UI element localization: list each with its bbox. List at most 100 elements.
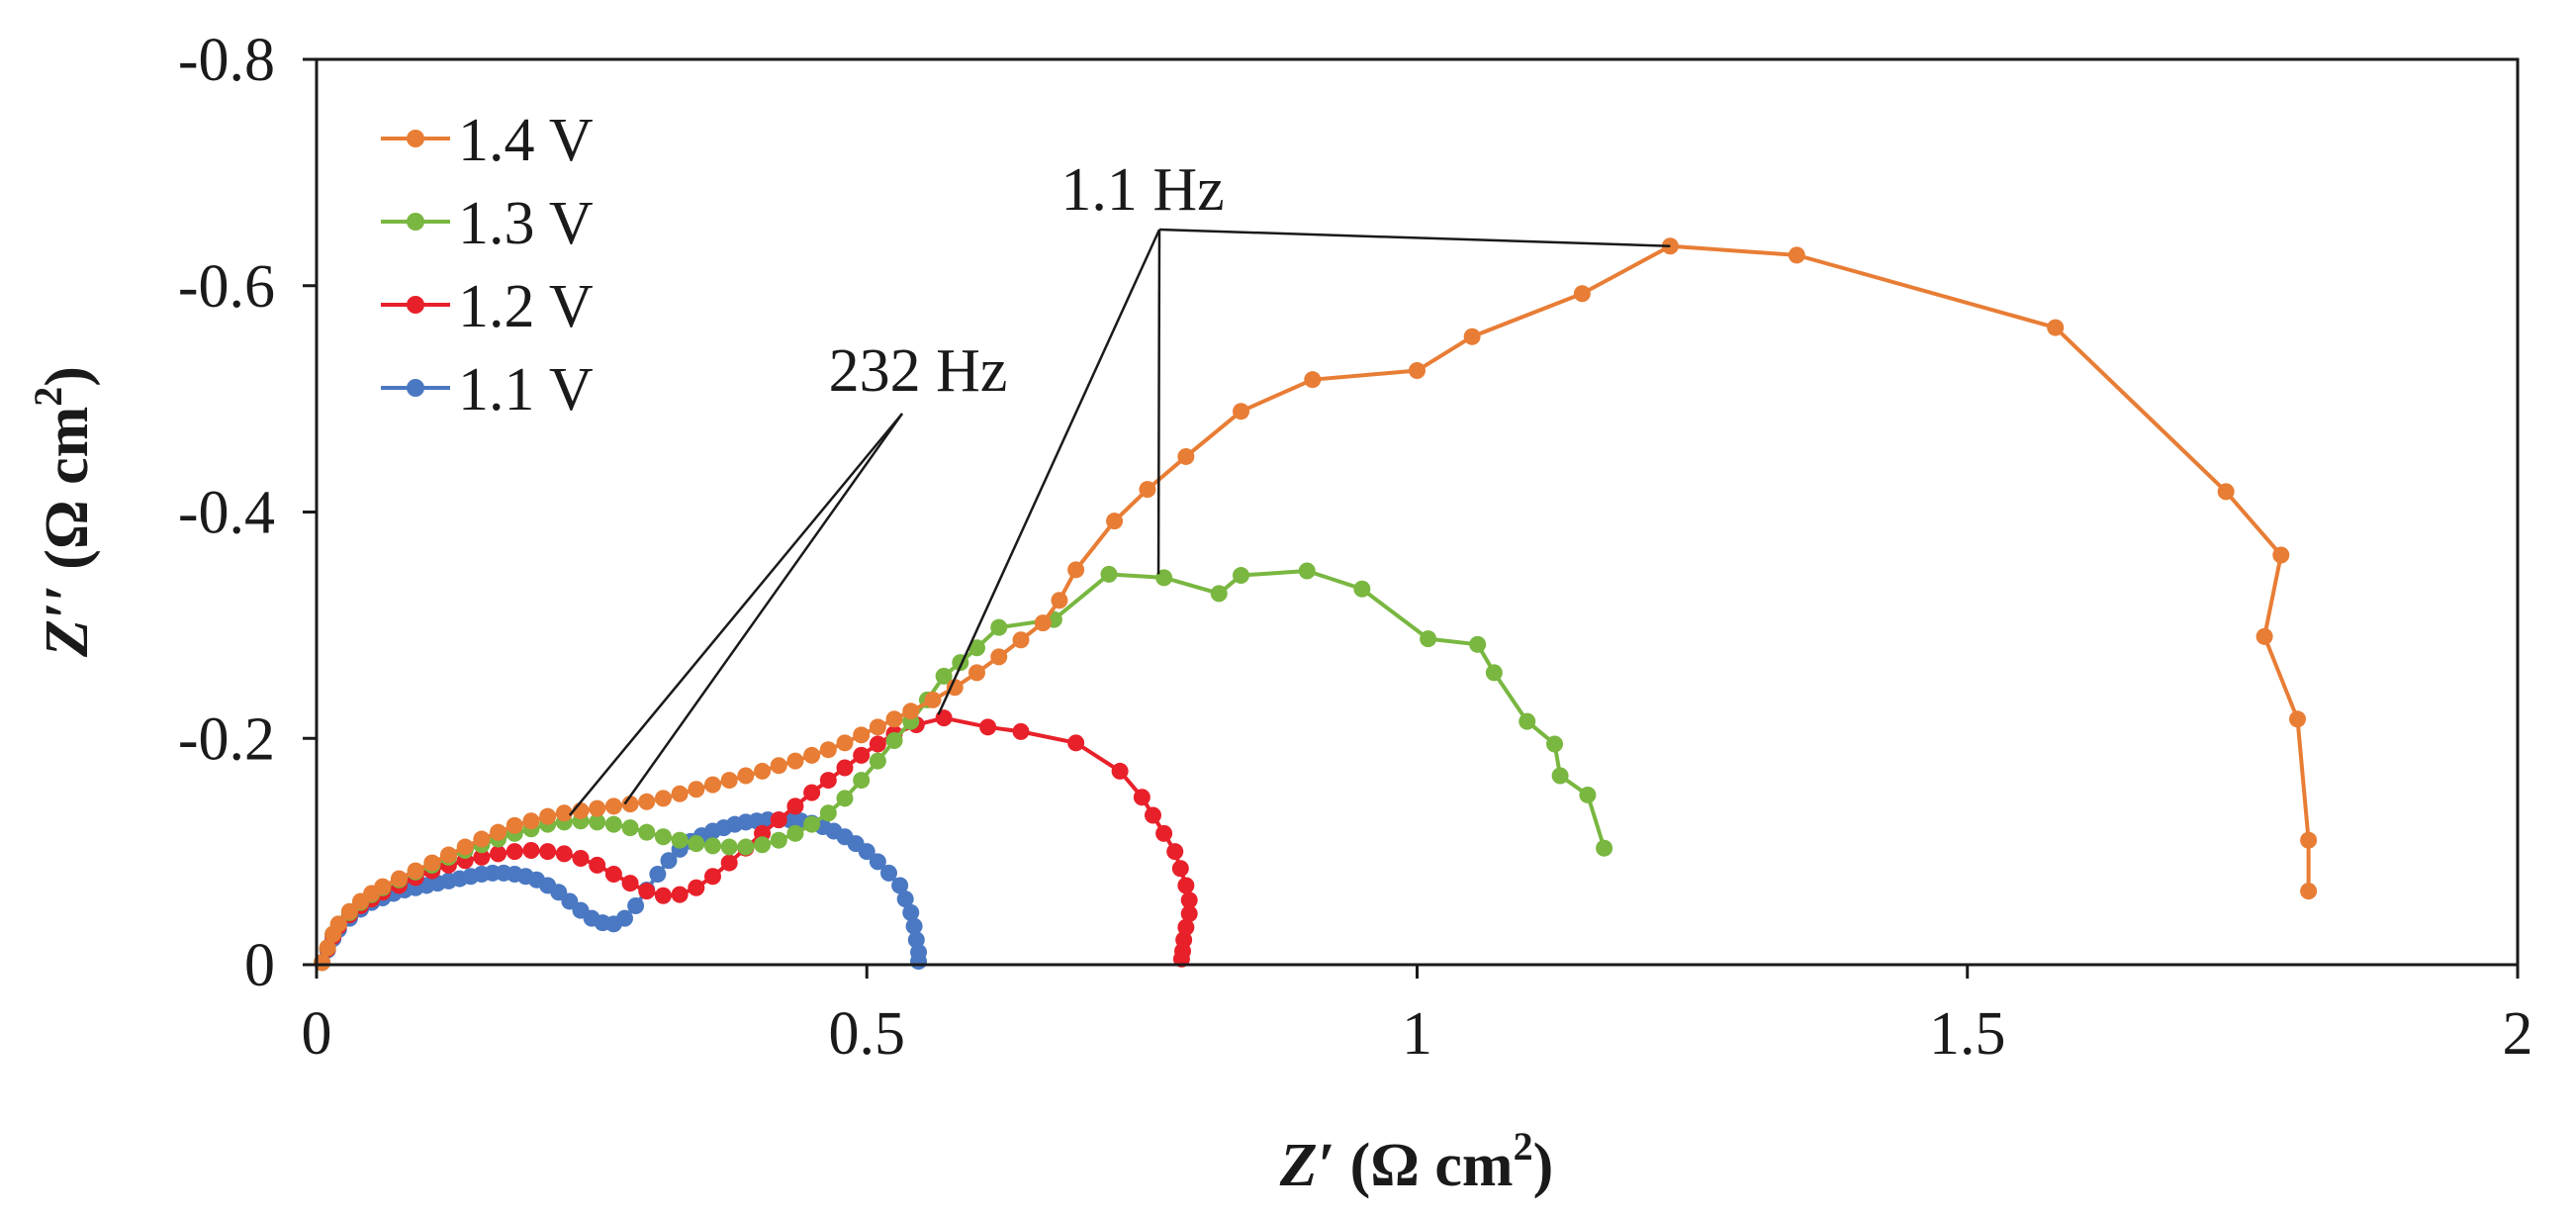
- data-point: [720, 854, 738, 872]
- x-tick-label: 0: [302, 1000, 332, 1068]
- data-point: [572, 849, 590, 867]
- data-point: [671, 785, 689, 802]
- x-axis: 0 0.5 1 1.5 2: [302, 965, 2533, 1068]
- data-point: [1034, 614, 1052, 632]
- data-point: [836, 734, 854, 752]
- data-point: [979, 718, 997, 736]
- x-tick-label: 2: [2503, 1000, 2533, 1068]
- data-point: [2255, 627, 2273, 645]
- data-point: [1233, 403, 1249, 421]
- data-point: [902, 903, 920, 921]
- data-point: [720, 772, 738, 790]
- data-point: [853, 772, 871, 790]
- series-line-1-4-v: [320, 243, 2311, 964]
- data-point: [688, 879, 705, 896]
- legend-swatch-marker: [407, 130, 424, 147]
- data-point: [836, 790, 854, 807]
- data-point: [604, 815, 622, 833]
- legend-label: 1.2 V: [458, 273, 594, 340]
- data-point: [1155, 569, 1173, 587]
- data-point: [589, 799, 606, 817]
- data-point: [737, 838, 755, 856]
- legend-label: 1.3 V: [458, 190, 594, 257]
- legend-label: 1.4 V: [458, 107, 594, 174]
- data-point: [490, 823, 507, 841]
- data-point: [737, 767, 755, 785]
- data-point: [858, 843, 875, 861]
- data-point: [621, 796, 639, 813]
- data-point: [473, 848, 491, 866]
- legend-item-1-2-v: 1.2 V: [381, 273, 594, 340]
- data-point: [456, 838, 474, 856]
- data-point: [1145, 806, 1161, 824]
- data-point: [968, 639, 985, 657]
- data-point: [473, 830, 491, 848]
- legend-label: 1.1 V: [458, 356, 594, 423]
- data-point: [688, 835, 705, 853]
- data-point: [990, 618, 1008, 636]
- data-point: [880, 864, 897, 882]
- data-point: [853, 746, 871, 764]
- data-point: [654, 828, 672, 846]
- data-point: [1106, 513, 1124, 530]
- data-point: [1111, 762, 1129, 780]
- y-axis-symbol: Z′′: [34, 585, 101, 658]
- data-point: [770, 831, 787, 849]
- legend-swatch-marker: [407, 296, 424, 314]
- data-point: [1012, 722, 1030, 740]
- data-point: [754, 836, 772, 854]
- data-point: [671, 886, 689, 903]
- data-point: [905, 917, 923, 935]
- data-point: [891, 877, 909, 894]
- legend-item-1-4-v: 1.4 V: [381, 107, 594, 174]
- data-point: [910, 953, 928, 971]
- y-axis-unit: (Ω cm: [34, 407, 101, 585]
- legend: 1.4 V 1.3 V 1.2 V 1.1 V: [381, 107, 594, 423]
- legend-swatch-marker: [407, 213, 424, 231]
- data-point: [638, 883, 656, 900]
- data-point: [803, 746, 821, 764]
- data-point: [407, 862, 424, 880]
- y-tick-label: -0.2: [178, 705, 275, 773]
- data-point: [2300, 883, 2318, 900]
- data-point: [853, 726, 871, 744]
- data-point: [770, 757, 787, 775]
- data-point: [627, 897, 645, 915]
- data-point: [1409, 362, 1426, 380]
- data-point: [1067, 734, 1085, 752]
- x-axis-unit-close: ): [1533, 1132, 1554, 1199]
- data-point: [1155, 824, 1173, 842]
- data-point: [1100, 565, 1118, 583]
- data-point: [1304, 371, 1322, 389]
- data-point: [319, 939, 336, 957]
- data-point: [1518, 712, 1536, 730]
- annotation-leader-line: [937, 229, 1161, 715]
- annotation-callout: 232 Hz: [568, 337, 1008, 816]
- data-point: [803, 815, 821, 833]
- annotation-leader-line: [1158, 228, 1671, 247]
- data-point: [1420, 630, 1437, 648]
- y-tick-label: -0.6: [178, 253, 275, 321]
- data-point: [539, 807, 557, 825]
- data-point: [1210, 585, 1228, 603]
- annotation-label: 232 Hz: [829, 337, 1008, 405]
- data-point: [786, 797, 804, 815]
- y-axis-unit-close: ): [34, 366, 101, 387]
- data-point: [935, 667, 953, 685]
- data-point: [1353, 580, 1371, 598]
- legend-item-1-3-v: 1.3 V: [381, 190, 594, 257]
- data-point: [329, 915, 347, 933]
- data-point: [1177, 918, 1195, 936]
- legend-item-1-1-v: 1.1 V: [381, 356, 594, 423]
- data-point: [1012, 631, 1030, 649]
- data-point: [423, 854, 441, 872]
- data-point: [907, 931, 925, 949]
- data-point: [869, 853, 886, 871]
- data-point: [1180, 891, 1198, 909]
- data-point: [604, 866, 622, 883]
- data-point: [1469, 635, 1487, 653]
- data-point: [522, 812, 540, 830]
- data-point: [638, 793, 656, 810]
- data-point: [506, 816, 523, 834]
